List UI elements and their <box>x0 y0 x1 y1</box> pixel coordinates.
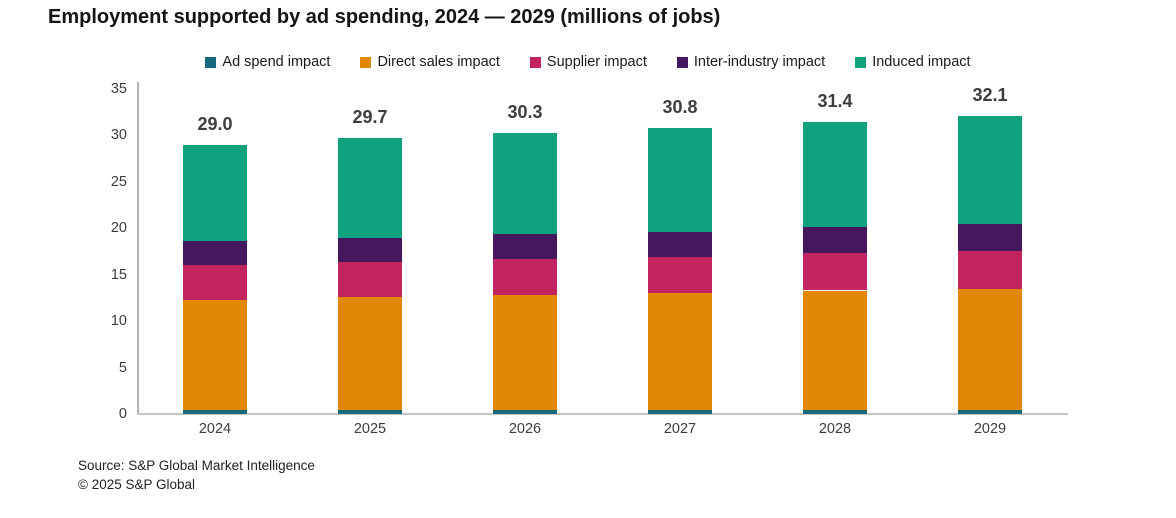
bar-segment-inter-industry-impact-2029 <box>958 223 1022 251</box>
y-axis-label-30: 30 <box>110 127 127 144</box>
legend-swatch-icon <box>360 56 372 68</box>
bar-segment-ad-spend-impact-2025 <box>338 410 402 414</box>
legend-item-0: Ad spend impact <box>205 54 330 70</box>
legend-label: Inter-industry impact <box>693 54 826 70</box>
bar-segment-induced-impact-2026 <box>493 132 557 234</box>
bar-segment-direct-sales-impact-2026 <box>493 295 557 411</box>
bar-segment-induced-impact-2025 <box>338 138 402 238</box>
legend-label: Ad spend impact <box>222 54 331 70</box>
y-axis-label-35: 35 <box>110 81 127 97</box>
y-axis-label-25: 25 <box>110 173 127 190</box>
bar-segment-supplier-impact-2028 <box>803 253 867 291</box>
legend-item-4: Induced impact <box>855 54 971 70</box>
bar-segment-supplier-impact-2026 <box>493 258 557 296</box>
bar-segment-ad-spend-impact-2026 <box>493 410 557 414</box>
bar-segment-direct-sales-impact-2025 <box>338 297 402 411</box>
chart-title: Employment supported by ad spending, 202… <box>48 6 721 28</box>
y-axis-label-20: 20 <box>110 220 127 237</box>
bar-total-label-2027: 30.8 <box>662 97 698 117</box>
y-axis-label-0: 0 <box>118 406 127 422</box>
y-axis-label-10: 10 <box>110 313 127 330</box>
bar-segment-induced-impact-2029 <box>958 115 1022 224</box>
bar-segment-supplier-impact-2029 <box>958 250 1022 289</box>
x-axis-label-2025: 2025 <box>353 421 387 437</box>
bar-segment-supplier-impact-2025 <box>338 261 402 297</box>
bar-total-label-2024: 29.0 <box>197 113 233 134</box>
bar-segment-induced-impact-2024 <box>183 144 247 242</box>
legend: Ad spend impact Direct sales impact Suppli… <box>0 54 1176 70</box>
bar-segment-direct-sales-impact-2024 <box>183 299 247 411</box>
bar-total-label-2026: 30.3 <box>507 101 543 122</box>
x-axis-label-2028: 2028 <box>818 421 852 437</box>
x-axis-label-2024: 2024 <box>198 421 232 437</box>
bar-total-label-2029: 32.1 <box>972 84 1008 105</box>
legend-item-3: Inter-industry impact <box>676 54 826 70</box>
copyright-line: © 2025 S&P Global <box>78 476 196 492</box>
bar-total-label-2028: 31.4 <box>817 91 853 112</box>
x-axis-label-2026: 2026 <box>508 421 542 437</box>
bar-segment-direct-sales-impact-2027 <box>648 293 712 411</box>
legend-label: Direct sales impact <box>377 54 500 70</box>
source-line: Source: S&P Global Market Intelligence <box>78 458 315 473</box>
legend-item-2: Supplier impact <box>529 54 647 70</box>
legend-label: Supplier impact <box>546 54 647 70</box>
x-axis-line <box>137 413 1068 415</box>
legend-swatch-icon <box>205 56 217 68</box>
legend-label: Induced impact <box>872 54 971 70</box>
y-axis-line <box>137 82 139 415</box>
bar-segment-direct-sales-impact-2028 <box>803 290 867 411</box>
bar-segment-direct-sales-impact-2029 <box>958 288 1022 411</box>
y-axis-label-5: 5 <box>118 359 127 376</box>
bar-segment-supplier-impact-2027 <box>648 257 712 294</box>
bar-segment-induced-impact-2027 <box>648 128 712 232</box>
y-axis-label-15: 15 <box>110 266 127 283</box>
bar-segment-inter-industry-impact-2025 <box>338 237 402 262</box>
legend-swatch-icon <box>529 56 541 68</box>
bar-total-label-2025: 29.7 <box>352 107 388 128</box>
bar-segment-supplier-impact-2024 <box>183 265 247 300</box>
bar-segment-ad-spend-impact-2028 <box>803 410 867 414</box>
legend-swatch-icon <box>676 56 688 68</box>
bar-segment-induced-impact-2028 <box>803 122 867 228</box>
bar-segment-inter-industry-impact-2028 <box>803 227 867 254</box>
x-axis-label-2027: 2027 <box>663 421 697 437</box>
legend-swatch-icon <box>855 56 867 68</box>
bar-segment-inter-industry-impact-2027 <box>648 232 712 258</box>
source-note: Source: S&P Global Market Intelligence ©… <box>78 457 315 494</box>
bar-segment-ad-spend-impact-2024 <box>183 410 247 414</box>
bar-segment-inter-industry-impact-2026 <box>493 233 557 259</box>
bar-segment-inter-industry-impact-2024 <box>183 241 247 266</box>
bar-segment-ad-spend-impact-2029 <box>958 410 1022 414</box>
bar-segment-ad-spend-impact-2027 <box>648 410 712 414</box>
legend-item-1: Direct sales impact <box>360 54 500 70</box>
x-axis-label-2029: 2029 <box>973 421 1007 437</box>
